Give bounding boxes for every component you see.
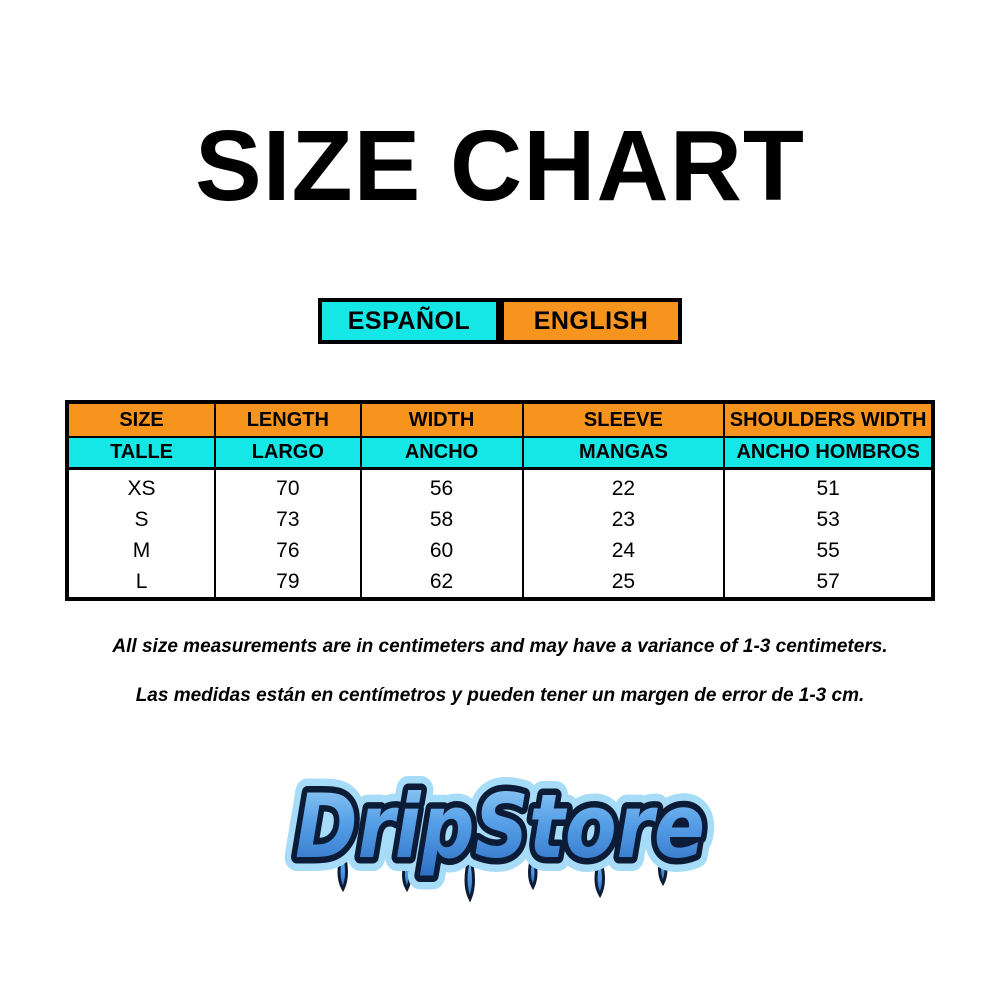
tab-espanol[interactable]: ESPAÑOL xyxy=(318,298,500,344)
cell-length: 79 xyxy=(214,566,362,599)
header-cell-largo: LARGO xyxy=(214,437,362,470)
table-header-row-spanish: TALLE LARGO ANCHO MANGAS ANCHO HOMBROS xyxy=(65,437,934,470)
logo-container: DripStore DripStore DripStore xyxy=(0,753,1000,918)
cell-shoulders: 53 xyxy=(723,504,934,535)
cell-length: 73 xyxy=(214,504,362,535)
cell-size: L xyxy=(65,566,217,599)
cell-width: 58 xyxy=(359,504,524,535)
logo-glow-layer: DripStore xyxy=(295,775,705,878)
header-cell-size: SIZE xyxy=(65,402,217,438)
cell-width: 62 xyxy=(359,566,524,599)
header-cell-ancho: ANCHO xyxy=(359,437,524,470)
header-cell-mangas: MANGAS xyxy=(521,437,726,470)
table-row-l: L 79 62 25 57 xyxy=(65,566,934,599)
header-cell-width: WIDTH xyxy=(359,402,524,438)
dripstore-logo: DripStore DripStore DripStore xyxy=(281,761,719,903)
table-header-row-english: SIZE LENGTH WIDTH SLEEVE SHOULDERS WIDTH xyxy=(65,402,934,438)
table-row-m: M 76 60 24 55 xyxy=(65,535,934,566)
header-cell-length: LENGTH xyxy=(214,402,362,438)
cell-shoulders: 55 xyxy=(723,535,934,566)
cell-sleeve: 23 xyxy=(521,504,726,535)
cell-size: XS xyxy=(65,468,217,504)
cell-length: 70 xyxy=(214,468,362,504)
size-chart-table: SIZE LENGTH WIDTH SLEEVE SHOULDERS WIDTH… xyxy=(65,400,935,601)
logo-drips xyxy=(337,848,668,903)
cell-length: 76 xyxy=(214,535,362,566)
tab-english-label: ENGLISH xyxy=(533,306,649,335)
cell-shoulders: 51 xyxy=(723,468,934,504)
table-row-xs: XS 70 56 22 51 xyxy=(65,468,934,504)
table-row-s: S 73 58 23 53 xyxy=(65,504,934,535)
cell-size: S xyxy=(65,504,217,535)
header-cell-ancho-hombros: ANCHO HOMBROS xyxy=(723,437,934,470)
page-title: SIZE CHART xyxy=(195,110,805,222)
header-cell-shoulders-width: SHOULDERS WIDTH xyxy=(723,402,934,438)
header-cell-sleeve: SLEEVE xyxy=(521,402,726,438)
cell-sleeve: 24 xyxy=(521,535,726,566)
tab-english[interactable]: ENGLISH xyxy=(500,298,682,344)
header-cell-talle: TALLE xyxy=(65,437,217,470)
cell-width: 60 xyxy=(359,535,524,566)
logo-text: DripStore xyxy=(295,775,705,878)
language-tabs: ESPAÑOL ENGLISH xyxy=(0,298,1000,344)
cell-size: M xyxy=(65,535,217,566)
cell-sleeve: 22 xyxy=(521,468,726,504)
cell-shoulders: 57 xyxy=(723,566,934,599)
tab-espanol-label: ESPAÑOL xyxy=(347,306,471,335)
measurement-note-spanish: Las medidas están en centímetros y puede… xyxy=(135,685,865,706)
cell-sleeve: 25 xyxy=(521,566,726,599)
logo-outline-layer: DripStore xyxy=(295,775,705,878)
cell-width: 56 xyxy=(359,468,524,504)
measurement-note-english: All size measurements are in centimeters… xyxy=(112,636,888,657)
